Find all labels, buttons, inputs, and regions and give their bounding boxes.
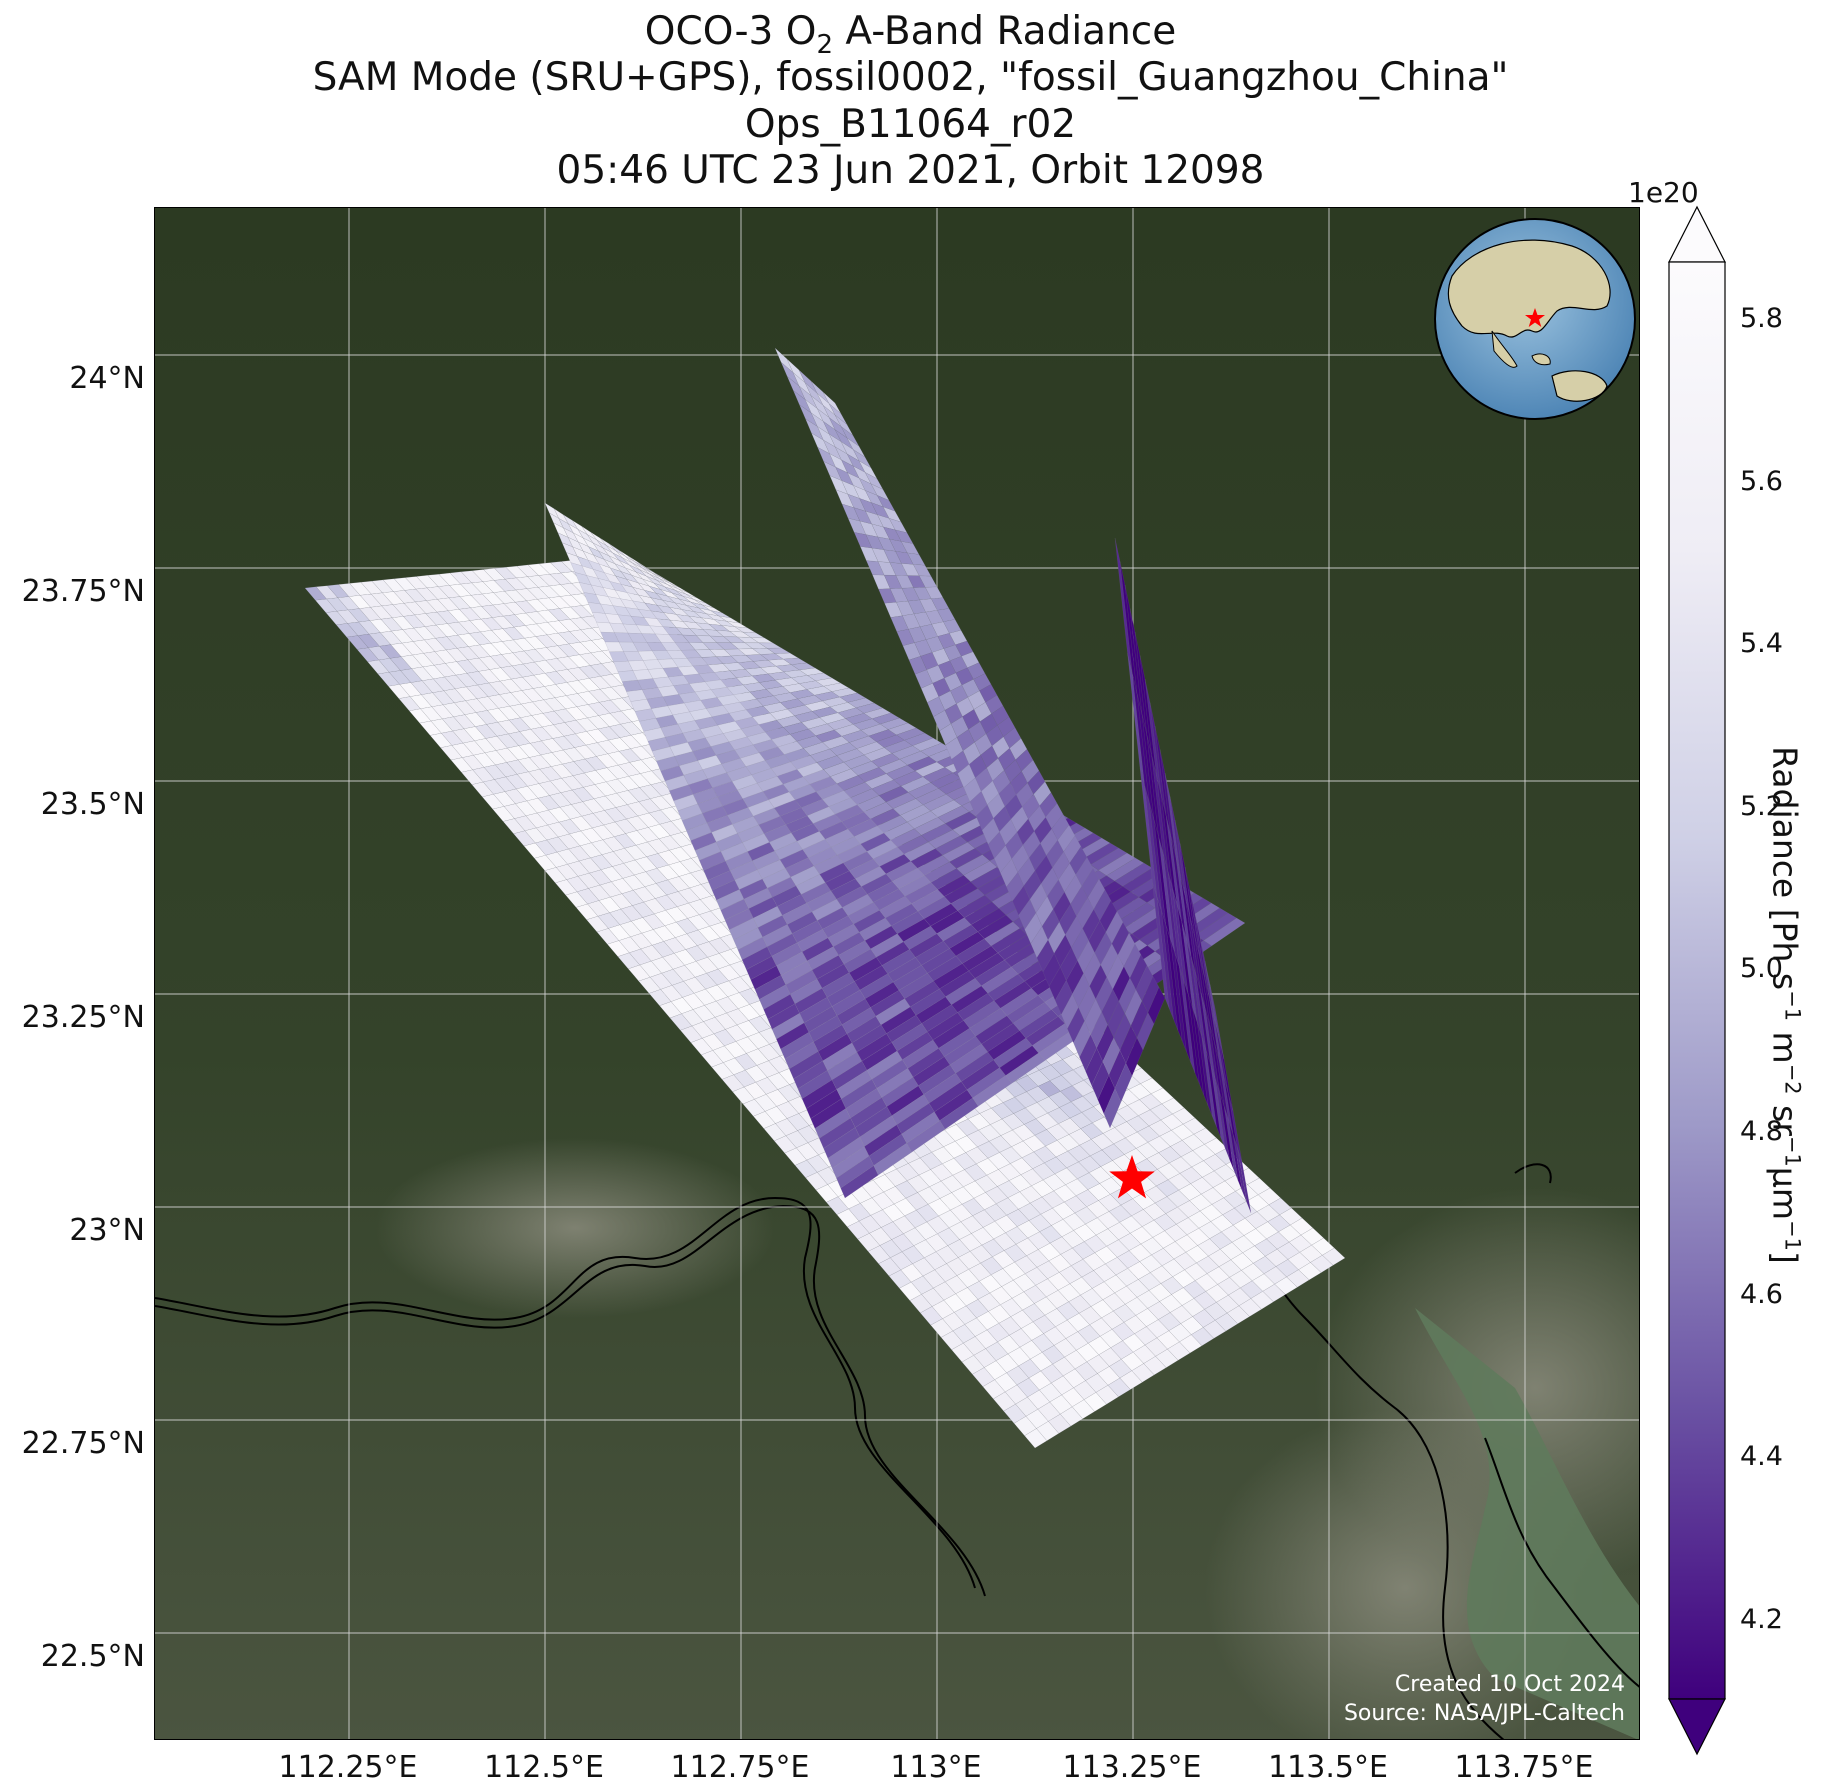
lon-tick: 112.75°E	[670, 1750, 810, 1785]
target-star-marker	[1109, 1155, 1155, 1199]
colorbar-exponent: 1e20	[1628, 176, 1699, 209]
lat-tick: 23°N	[69, 1213, 145, 1248]
colorbar-label-sup: −2	[1780, 1063, 1805, 1095]
title-line-3: Ops_B11064_r02	[744, 102, 1077, 147]
title-line-2: SAM Mode (SRU+GPS), fossil0002, "fossil_…	[312, 55, 1509, 100]
map-canvas	[155, 208, 1639, 1739]
colorbar-extend-low	[1668, 1698, 1726, 1756]
coastline	[1514, 1163, 1552, 1184]
estuary-water	[1415, 1308, 1639, 1739]
lon-tick: 113.75°E	[1454, 1750, 1594, 1785]
colorbar-label-part: m	[1765, 1021, 1805, 1064]
lon-tick: 113°E	[890, 1750, 982, 1785]
colorbar-label: Radiance [Ph s−1 m−2 sr−1μm−1]	[1766, 746, 1805, 1264]
title-suffix: A-Band Radiance	[833, 9, 1177, 54]
title-prefix: OCO-3 O	[644, 9, 817, 54]
river-coastline	[155, 1196, 976, 1589]
lon-tick: 112.25°E	[278, 1750, 418, 1785]
colorbar-tick: 4.6	[1740, 1279, 1783, 1310]
radiance-footprint	[1203, 917, 1246, 947]
radiance-footprint	[1321, 1247, 1346, 1266]
title-line-1: OCO-3 O2 A-Band Radiance	[0, 10, 1821, 67]
colorbar-label-part: ]	[1765, 1251, 1805, 1264]
lat-tick: 22.5°N	[40, 1639, 145, 1674]
colorbar-extend-high	[1668, 205, 1726, 263]
colorbar-label-sup: −1	[1780, 1135, 1805, 1167]
lon-tick: 113.25°E	[1062, 1750, 1202, 1785]
radiance-swaths	[304, 347, 1346, 1449]
peninsula-landmass	[1491, 330, 1518, 368]
colorbar-tick: 4.8	[1740, 1116, 1783, 1147]
source-credit: Source: NASA/JPL-Caltech	[1343, 1701, 1625, 1726]
lat-tick: 24°N	[69, 361, 145, 396]
title-subscript: 2	[816, 29, 834, 60]
colorbar-label-sup: −1	[1780, 990, 1805, 1022]
globe-inset	[1434, 218, 1636, 420]
colorbar-tick: 5.6	[1740, 466, 1783, 497]
lat-tick: 23.25°N	[21, 1000, 145, 1035]
lat-tick: 23.5°N	[40, 787, 145, 822]
colorbar-gradient	[1668, 261, 1726, 1700]
lat-tick: 22.75°N	[21, 1426, 145, 1461]
colorbar-tick: 5.2	[1740, 791, 1783, 822]
colorbar-label-sup: −1	[1780, 1220, 1805, 1252]
colorbar-label-part: μm	[1765, 1166, 1805, 1221]
colorbar-label-part: sr	[1765, 1094, 1805, 1136]
globe-target-star-icon	[1525, 308, 1545, 327]
asia-landmass	[1447, 239, 1611, 338]
river-coastline	[155, 1204, 986, 1597]
urban-area	[375, 1138, 775, 1318]
colorbar-tick: 5.8	[1740, 303, 1783, 334]
lon-tick: 112.5°E	[484, 1750, 604, 1785]
colorbar-tick: 4.2	[1740, 1604, 1783, 1635]
colorbar-label-main: Radiance [Ph s	[1765, 746, 1805, 991]
colorbar-tick: 5.0	[1740, 953, 1783, 984]
island-landmass	[1531, 353, 1551, 366]
created-credit: Created 10 Oct 2024	[1394, 1672, 1625, 1697]
colorbar-tick: 4.4	[1740, 1441, 1783, 1472]
map-panel[interactable]: Created 10 Oct 2024 Source: NASA/JPL-Cal…	[154, 207, 1640, 1740]
colorbar-tick: 5.4	[1740, 628, 1783, 659]
title-line-4: 05:46 UTC 23 Jun 2021, Orbit 12098	[556, 148, 1265, 193]
coastline	[1484, 1437, 1639, 1688]
colorbar	[1668, 205, 1726, 1756]
radiance-footprint	[1209, 984, 1225, 1060]
australia-landmass	[1551, 370, 1608, 402]
coastline	[1234, 1207, 1505, 1739]
lon-tick: 113.5°E	[1268, 1750, 1388, 1785]
lat-tick: 23.75°N	[21, 574, 145, 609]
